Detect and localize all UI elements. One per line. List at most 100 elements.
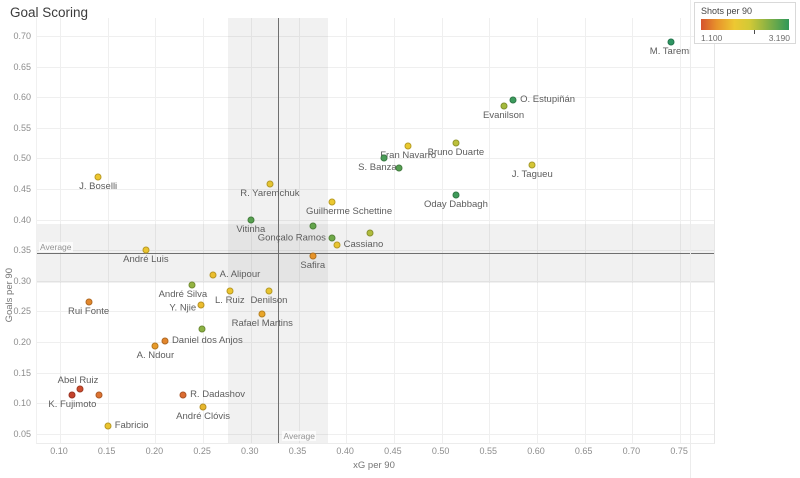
data-point-label: O. Estupiñán xyxy=(520,94,576,106)
x-gridline xyxy=(393,18,395,443)
data-point-j-tagueu[interactable] xyxy=(528,161,536,169)
x-gridline xyxy=(489,18,491,443)
data-point-unlabeled[interactable] xyxy=(395,164,403,172)
x-tick-label: 0.75 xyxy=(670,446,688,456)
data-point-m-taremi[interactable] xyxy=(667,38,675,46)
average-label-x: Average xyxy=(282,431,316,441)
x-axis-title: xG per 90 xyxy=(353,460,395,471)
x-tick-label: 0.65 xyxy=(574,446,593,456)
y-gridline xyxy=(37,433,714,435)
data-point-l-ruiz[interactable] xyxy=(226,287,234,295)
data-point-r-dadashov[interactable] xyxy=(179,391,187,399)
y-gridline xyxy=(37,36,714,37)
data-point-label: M. Taremi xyxy=(649,46,692,58)
data-point-andr-luis[interactable] xyxy=(142,246,150,254)
data-point-label: J. Tagueu xyxy=(511,168,553,180)
average-label-y: Average xyxy=(39,242,73,253)
data-point-a-ndour[interactable] xyxy=(151,342,159,350)
data-point-unlabeled[interactable] xyxy=(198,325,206,333)
y-gridline xyxy=(37,66,714,68)
color-legend[interactable]: Shots per 90 1.100 3.190 xyxy=(694,2,796,44)
data-point-label: Daniel dos Anjos xyxy=(171,334,243,346)
x-tick-label: 0.70 xyxy=(622,446,641,456)
data-point-label: André Silva xyxy=(158,289,208,301)
data-point-k-fujimoto[interactable] xyxy=(68,391,76,399)
y-gridline xyxy=(37,97,714,99)
data-point-andr-silva[interactable] xyxy=(188,281,196,289)
data-point-o-estupi-n[interactable] xyxy=(509,96,517,104)
data-point-unlabeled[interactable] xyxy=(95,391,103,399)
x-tick-label: 0.40 xyxy=(336,446,354,456)
data-point-cassiano[interactable] xyxy=(333,241,341,249)
data-point-label: R. Dadashov xyxy=(190,389,245,401)
y-gridline xyxy=(37,127,714,129)
data-point-evanilson[interactable] xyxy=(500,102,508,110)
data-point-abel-ruiz[interactable] xyxy=(76,385,84,393)
legend-max-value: 3.190 xyxy=(768,33,790,43)
x-tick-label: 0.55 xyxy=(479,446,498,456)
data-point-label: J. Boselli xyxy=(79,180,118,192)
y-gridline xyxy=(37,280,714,282)
data-point-gon-alo-ramos[interactable] xyxy=(328,234,336,242)
data-point-r-yaremchuk[interactable] xyxy=(266,180,274,188)
data-point-label: K. Fujimoto xyxy=(48,399,97,411)
data-point-oday-dabbagh[interactable] xyxy=(452,191,460,199)
x-gridline xyxy=(680,18,682,443)
data-point-label: A. Alipour xyxy=(219,268,261,280)
x-tick-label: 0.30 xyxy=(241,446,259,456)
data-point-label: Abel Ruiz xyxy=(57,375,99,387)
data-point-bruno-duarte[interactable] xyxy=(452,139,460,147)
data-point-daniel-dos-anjos[interactable] xyxy=(161,337,169,345)
data-point-rui-fonte[interactable] xyxy=(85,298,93,306)
x-gridline xyxy=(632,18,634,443)
y-tick-label: 0.60 xyxy=(13,92,31,103)
data-point-j-boselli[interactable] xyxy=(94,173,102,181)
x-gridline xyxy=(250,18,252,443)
data-point-label: Vitinha xyxy=(236,223,266,235)
x-gridline xyxy=(60,18,61,443)
data-point-unlabeled[interactable] xyxy=(366,229,374,237)
data-point-andr-cl-vis[interactable] xyxy=(199,403,207,411)
data-point-guilherme-schettine[interactable] xyxy=(328,198,336,206)
average-band-vertical xyxy=(227,18,329,443)
x-tick-label: 0.20 xyxy=(145,446,164,456)
data-point-rafael-martins[interactable] xyxy=(258,310,266,318)
x-gridline xyxy=(584,18,586,443)
data-point-label: Bruno Duarte xyxy=(427,147,485,159)
x-gridline xyxy=(155,18,157,443)
y-gridline xyxy=(37,311,714,313)
legend-min-value: 1.100 xyxy=(701,33,723,43)
x-gridline xyxy=(203,18,205,443)
data-point-label: Rafael Martins xyxy=(231,317,293,329)
data-point-label: Cassiano xyxy=(343,239,384,251)
data-point-fran-navarro[interactable] xyxy=(404,142,412,150)
data-point-y-njie[interactable] xyxy=(197,301,205,309)
data-point-label: Denilson xyxy=(250,295,288,307)
x-gridline xyxy=(441,18,443,443)
data-point-denilson[interactable] xyxy=(265,287,273,295)
y-tick-label: 0.40 xyxy=(13,214,31,225)
y-tick-label: 0.45 xyxy=(13,184,31,194)
data-point-label: R. Yaremchuk xyxy=(240,188,300,200)
y-tick-label: 0.65 xyxy=(13,61,31,72)
data-point-s-banza[interactable] xyxy=(380,154,388,162)
data-point-label: L. Ruiz xyxy=(215,294,245,306)
y-gridline xyxy=(37,342,714,343)
data-point-unlabeled[interactable] xyxy=(309,222,317,230)
data-point-label: S. Banza xyxy=(358,162,397,174)
x-tick-label: 0.25 xyxy=(193,446,211,456)
x-gridline xyxy=(107,18,109,443)
data-point-fabricio[interactable] xyxy=(104,422,112,430)
data-point-a-alipour[interactable] xyxy=(209,271,217,279)
x-gridline xyxy=(537,18,538,443)
scatter-plot-area[interactable]: Average Average M. Taremi O. Estupiñán Evani… xyxy=(36,18,715,444)
legend-tick-mark xyxy=(753,30,755,34)
data-point-safira[interactable] xyxy=(309,252,317,260)
x-tick-label: 0.15 xyxy=(97,446,116,456)
data-point-label: Evanilson xyxy=(483,110,525,122)
x-gridline xyxy=(298,18,300,443)
panel-divider xyxy=(690,0,691,478)
legend-gradient-bar[interactable] xyxy=(701,19,789,30)
data-point-vitinha[interactable] xyxy=(247,216,255,224)
